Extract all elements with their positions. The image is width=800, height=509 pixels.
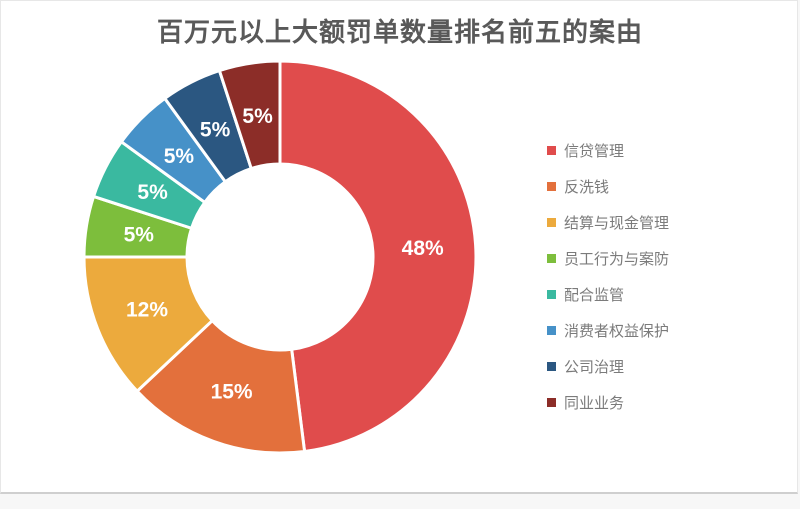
slice-label-6: 5% <box>164 145 195 168</box>
legend-swatch-icon <box>547 289 556 299</box>
legend-label: 消费者权益保护 <box>564 322 670 340</box>
legend-item-2[interactable]: 反洗钱 <box>547 168 669 204</box>
legend-swatch-icon <box>547 253 556 263</box>
legend-item-4[interactable]: 员工行为与案防 <box>547 240 669 276</box>
slice-label-3: 12% <box>126 299 168 322</box>
legend-swatch-icon <box>547 145 556 155</box>
legend-label: 信贷管理 <box>564 142 625 160</box>
legend-label: 员工行为与案防 <box>564 250 670 268</box>
page-bottom-strip <box>0 495 800 509</box>
legend-swatch-icon <box>547 325 556 335</box>
slice-label-7: 5% <box>200 119 231 142</box>
legend-swatch-icon <box>547 361 556 371</box>
legend-item-3[interactable]: 结算与现金管理 <box>547 204 669 240</box>
legend-label: 同业业务 <box>564 394 625 412</box>
chart-legend: 信贷管理反洗钱结算与现金管理 员工行为与案防 配合监管消费者权益保护 公司治理同业业务 <box>547 132 669 420</box>
slice-label-8: 5% <box>242 105 273 128</box>
legend-item-6[interactable]: 消费者权益保护 <box>547 312 669 348</box>
legend-label: 公司治理 <box>564 358 625 376</box>
slice-label-1: 48% <box>402 237 444 260</box>
legend-label: 配合监管 <box>564 286 625 304</box>
legend-item-8[interactable]: 同业业务 <box>547 384 669 420</box>
legend-item-1[interactable]: 信贷管理 <box>547 132 669 168</box>
chart-title: 百万元以上大额罚单数量排名前五的案由 <box>156 17 643 47</box>
pie-slice-1[interactable] <box>278 59 478 453</box>
legend-swatch-icon <box>547 181 556 191</box>
donut-chart: 48%15%12%5%5%5%5%5% <box>82 59 478 455</box>
legend-item-5[interactable]: 配合监管 <box>547 276 669 312</box>
legend-item-7[interactable]: 公司治理 <box>547 348 669 384</box>
legend-swatch-icon <box>547 397 556 407</box>
pie-slice-8[interactable] <box>217 59 282 171</box>
slice-label-4: 5% <box>124 224 155 247</box>
legend-label: 反洗钱 <box>564 178 610 196</box>
slice-label-2: 15% <box>211 381 253 404</box>
legend-label: 结算与现金管理 <box>564 214 670 232</box>
legend-swatch-icon <box>547 217 556 227</box>
slice-label-5: 5% <box>137 181 168 204</box>
